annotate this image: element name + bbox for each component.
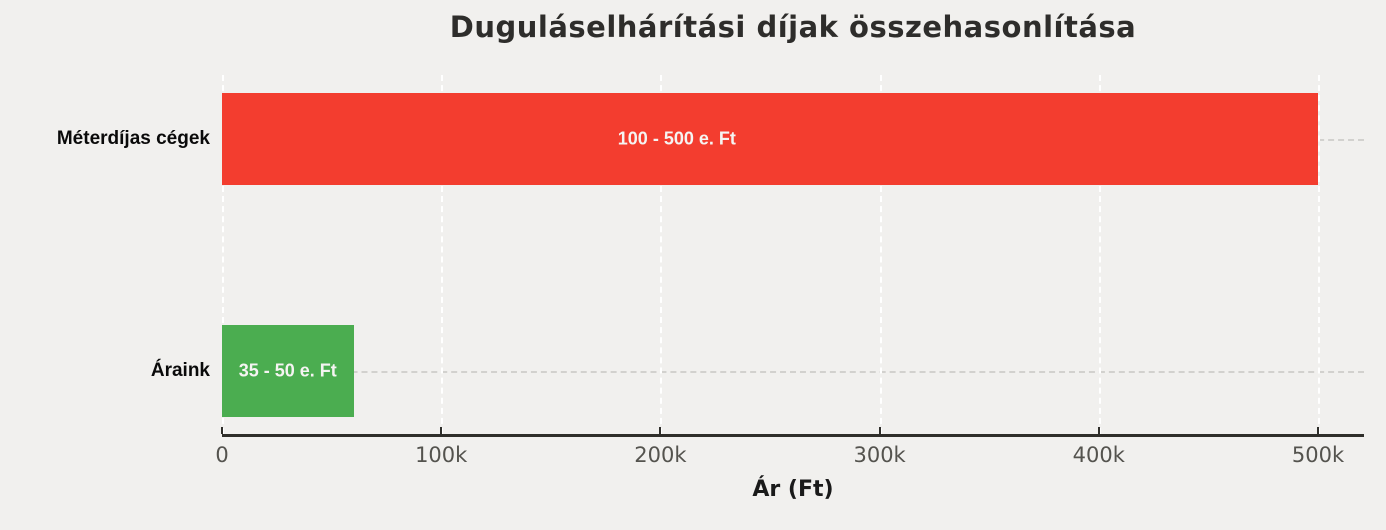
x-tick-mark (1097, 427, 1100, 434)
vertical-gridline (222, 75, 224, 434)
x-tick-mark (878, 427, 881, 434)
bar-value-label: 35 - 50 e. Ft (238, 360, 337, 381)
vertical-gridline (1098, 75, 1101, 434)
plot-area: 100 - 500 e. Ft 35 - 50 e. Ft (221, 75, 1364, 437)
x-tick-label: 400k (1072, 443, 1125, 467)
x-tick-mark (1317, 427, 1319, 434)
x-tick-label: 500k (1291, 443, 1345, 467)
vertical-gridline (660, 75, 663, 434)
bar-meterdijas-cegek: 100 - 500 e. Ft (222, 93, 1318, 185)
chart-title: Duguláselhárítási díjak összehasonlítása (449, 10, 1137, 44)
x-tick-label: 300k (853, 443, 906, 467)
horizontal-gridline (222, 371, 1364, 373)
category-label: Áraink (150, 360, 210, 381)
bar-araink: 35 - 50 e. Ft (222, 325, 354, 417)
x-tick-label: 0 (215, 443, 229, 467)
category-label: Méterdíjas cégek (56, 128, 210, 149)
vertical-gridline (879, 75, 882, 434)
bar-value-label: 100 - 500 e. Ft (617, 128, 736, 149)
x-axis-title: Ár (Ft) (752, 477, 834, 502)
vertical-gridline (1318, 75, 1320, 434)
x-tick-label: 100k (415, 443, 468, 467)
vertical-gridline (441, 75, 444, 434)
x-tick-mark (221, 427, 223, 434)
x-tick-mark (659, 427, 662, 434)
x-tick-mark (440, 427, 443, 434)
x-tick-label: 200k (634, 443, 687, 467)
